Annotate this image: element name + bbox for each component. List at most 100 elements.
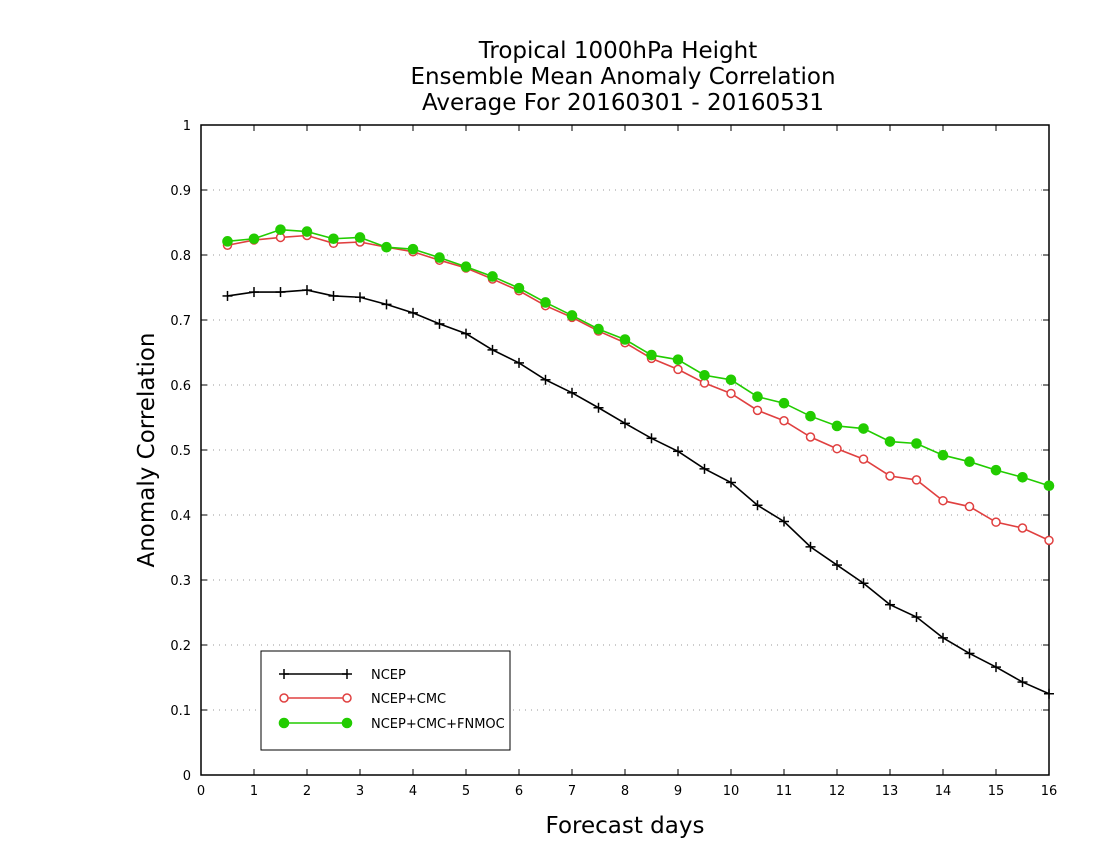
title-line-1: Tropical 1000hPa Height	[478, 38, 758, 64]
data-point	[222, 290, 233, 301]
x-tick-label: 5	[462, 784, 470, 799]
series-line	[227, 228, 1050, 487]
x-tick-label: 7	[568, 784, 576, 799]
data-point	[460, 261, 472, 273]
legend-entry: NCEP+CMC+FNMOC	[278, 717, 505, 732]
title-line-3: Average For 20160301 - 20160531	[422, 90, 824, 116]
data-point	[487, 344, 498, 355]
legend-marker	[279, 693, 289, 703]
y-tick-label: 0.2	[170, 639, 191, 654]
data-point	[831, 420, 843, 432]
data-point	[328, 233, 339, 245]
data-point	[672, 354, 684, 365]
data-point	[1017, 677, 1028, 688]
x-tick-label: 0	[197, 784, 205, 799]
data-point	[726, 388, 736, 399]
data-point	[964, 456, 975, 468]
series-line	[227, 289, 1050, 695]
data-point	[726, 477, 736, 488]
data-point	[699, 463, 710, 474]
data-point	[990, 464, 1002, 476]
x-tick-label: 11	[776, 784, 793, 799]
y-tick-label: 0.7	[170, 314, 191, 329]
data-point	[514, 357, 524, 368]
data-point	[725, 374, 737, 386]
data-point	[805, 410, 816, 422]
legend-label: NCEP	[371, 668, 406, 683]
data-point	[832, 560, 842, 571]
data-point	[355, 292, 365, 303]
data-point	[858, 454, 869, 464]
data-point	[566, 310, 578, 321]
data-point	[619, 334, 631, 345]
data-point	[540, 297, 551, 308]
y-tick-label: 0.8	[170, 249, 191, 264]
x-axis-title: Forecast days	[546, 813, 705, 839]
y-tick-label: 0.5	[170, 444, 191, 459]
x-axis: 0 1 2 3 4 5 6 7 8 9 10 11 12 13 14 15 16	[197, 125, 1057, 799]
series-layer	[222, 224, 1055, 699]
data-point	[1017, 523, 1028, 533]
data-point	[938, 632, 948, 643]
data-point	[249, 287, 259, 298]
data-point	[752, 500, 763, 511]
data-point	[248, 233, 260, 245]
legend-entry: NCEP	[279, 668, 406, 683]
y-tick-label: 0.1	[170, 704, 191, 719]
data-point	[964, 501, 975, 512]
data-point	[434, 318, 445, 329]
data-point	[646, 349, 657, 361]
y-tick-label: 0.4	[170, 509, 191, 524]
legend: NCEP NCEP+CMC NCEP+CMC+FNMOC	[260, 650, 511, 751]
data-point	[275, 287, 286, 298]
y-axis: 0 0.1 0.2 0.3 0.4 0.5 0.6 0.7 0.8 0.9 1	[170, 119, 1049, 784]
x-tick-label: 15	[988, 784, 1005, 799]
data-point	[222, 236, 233, 247]
x-tick-label: 8	[621, 784, 629, 799]
data-point	[778, 397, 790, 409]
title-line-2: Ensemble Mean Anomaly Correlation	[410, 64, 835, 90]
data-point	[1043, 480, 1055, 492]
data-point	[408, 307, 418, 318]
data-point	[884, 436, 896, 447]
x-tick-label: 6	[515, 784, 523, 799]
legend-marker	[342, 669, 352, 679]
data-point	[354, 232, 366, 243]
legend-box	[260, 650, 511, 751]
data-point	[885, 471, 895, 481]
x-tick-label: 16	[1041, 784, 1058, 799]
data-point	[911, 438, 922, 449]
series-0	[222, 285, 1054, 699]
y-axis-title: Anomaly Correlation	[134, 332, 160, 567]
legend-marker	[341, 717, 353, 729]
data-point	[911, 612, 922, 623]
x-tick-label: 10	[723, 784, 740, 799]
series-2	[222, 224, 1055, 492]
y-tick-label: 0	[183, 769, 191, 784]
data-point	[673, 446, 683, 457]
data-point	[779, 516, 789, 527]
x-tick-label: 14	[935, 784, 952, 799]
y-tick-label: 0.3	[170, 574, 191, 589]
data-point	[275, 224, 286, 235]
data-point	[752, 391, 763, 403]
data-point	[699, 369, 710, 381]
data-point	[832, 443, 842, 454]
legend-marker	[279, 669, 289, 679]
data-point	[991, 662, 1001, 673]
data-point	[328, 290, 339, 301]
data-point	[1044, 688, 1054, 699]
data-point	[1044, 535, 1054, 546]
data-point	[593, 323, 604, 335]
data-point	[567, 387, 577, 398]
data-point	[938, 495, 948, 506]
x-tick-label: 9	[674, 784, 682, 799]
x-tick-label: 12	[829, 784, 846, 799]
data-point	[673, 364, 683, 375]
data-point	[381, 241, 392, 253]
data-point	[301, 226, 313, 237]
x-tick-label: 2	[303, 784, 311, 799]
data-point	[991, 517, 1001, 527]
legend-marker	[278, 717, 290, 729]
